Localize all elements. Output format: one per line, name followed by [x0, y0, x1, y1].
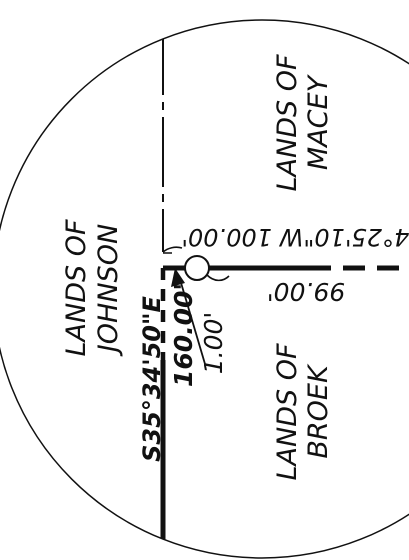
- monument-circle: [184, 255, 210, 281]
- distance-label-north: 160.00': [169, 283, 198, 387]
- bearing-label-east: 54°25'10"W 100.00': [181, 223, 409, 251]
- label-lands-johnson-1: LANDS OF: [61, 219, 92, 356]
- label-lands-broek-2: BROEK: [303, 363, 334, 459]
- bearing-label-north: S35°34'50"E: [138, 296, 166, 462]
- offset-leader: [178, 275, 206, 365]
- offset-arrowhead: [171, 268, 185, 287]
- label-lands-macey-2: MACEY: [303, 73, 334, 170]
- offset-distance-label: 1.00': [199, 312, 228, 375]
- distance-label-east-lower: 99.00': [267, 277, 345, 306]
- leader-curve: [206, 274, 230, 282]
- detail-circle: [0, 19, 409, 559]
- corner-tick: [162, 246, 183, 254]
- label-lands-macey-1: LANDS OF: [272, 54, 303, 191]
- label-lands-broek-1: LANDS OF: [272, 343, 303, 480]
- label-lands-johnson-2: JOHNSON: [93, 224, 124, 357]
